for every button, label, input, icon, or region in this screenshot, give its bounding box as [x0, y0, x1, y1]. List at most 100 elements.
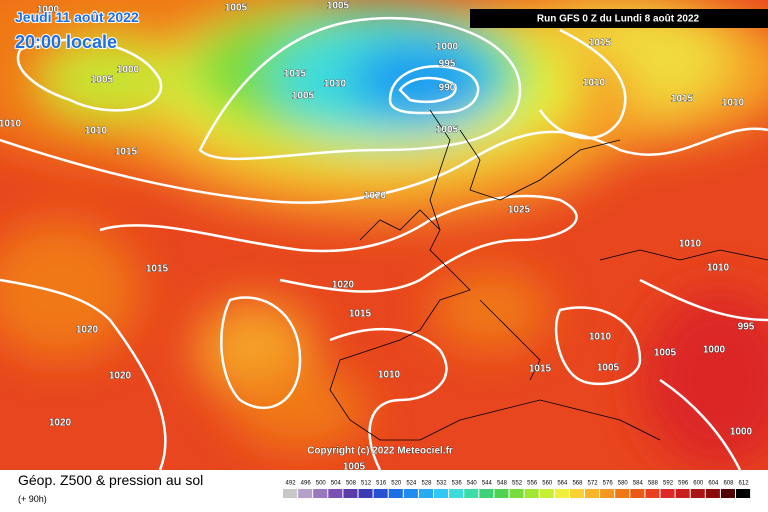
isobar-label: 1005 — [597, 363, 620, 374]
copyright: Copyright (c) 2022 Meteociel.fr — [307, 446, 453, 457]
isobar-label: 1010 — [85, 126, 108, 137]
colorbar-label: 600 — [693, 481, 704, 487]
colorbar-label: 556 — [527, 481, 538, 487]
colorbar-swatch — [600, 489, 615, 498]
footer-lead: (+ 90h) — [18, 494, 47, 504]
colorbar-swatch — [449, 489, 464, 498]
isobar-label: 1010 — [679, 239, 702, 250]
isobar-label: 1000 — [117, 65, 140, 76]
colorbar-swatch — [660, 489, 675, 498]
colorbar-label: 572 — [588, 481, 599, 487]
colorbar-label: 588 — [648, 481, 659, 487]
colorbar-swatch — [736, 489, 751, 498]
isobar-label: 1010 — [583, 78, 606, 89]
colorbar-label: 496 — [301, 481, 312, 487]
colorbar-swatch — [464, 489, 479, 498]
colorbar-swatch — [524, 489, 539, 498]
colorbar-swatch — [373, 489, 388, 498]
isobar-label: 1015 — [589, 38, 612, 49]
isobar-label: 1015 — [284, 69, 307, 80]
isobar-label: 1010 — [722, 98, 745, 109]
isobar-label: 1010 — [707, 263, 730, 274]
isobar-label: 1020 — [76, 325, 99, 336]
time-label: 20:00 locale — [15, 32, 117, 52]
isobar-label: 1020 — [332, 280, 355, 291]
isobar-label: 1020 — [49, 418, 72, 429]
colorbar-label: 548 — [497, 481, 508, 487]
isobar-label: 1010 — [589, 332, 612, 343]
isobar-label: 1015 — [349, 309, 372, 320]
colorbar-swatch — [539, 489, 554, 498]
colorbar-swatch — [358, 489, 373, 498]
coastlines — [329, 109, 768, 441]
colorbar-swatch — [283, 489, 298, 498]
colorbar-swatch — [328, 489, 343, 498]
colorbar-label: 520 — [391, 481, 402, 487]
colorbar-swatch — [434, 489, 449, 498]
isobar-label: 1015 — [671, 94, 694, 105]
colorbar-label: 596 — [678, 481, 689, 487]
isobar-label: 1025 — [508, 205, 531, 216]
colorbar-label: 536 — [452, 481, 463, 487]
colorbar-label: 544 — [482, 481, 493, 487]
isobar-label: 1005 — [225, 3, 248, 14]
colorbar-label: 592 — [663, 481, 674, 487]
colorbar-swatch — [313, 489, 328, 498]
colorbar-label: 508 — [346, 481, 357, 487]
colorbar-label: 612 — [739, 481, 750, 487]
colorbar-swatch — [388, 489, 403, 498]
isobar-label: 1010 — [0, 119, 22, 130]
colorbar-swatch — [645, 489, 660, 498]
isobar-label: 1005 — [654, 348, 677, 359]
isobar-label: 1005 — [436, 125, 459, 136]
isobar-label: 1010 — [378, 370, 401, 381]
colorbar-label: 500 — [316, 481, 327, 487]
isobar-label: 1020 — [364, 191, 387, 202]
colorbar-label: 608 — [723, 481, 734, 487]
date-label: Jeudi 11 août 2022 — [15, 9, 139, 25]
isobar-label: 1005 — [327, 1, 350, 12]
isobar-label: 995 — [439, 59, 456, 70]
colorbar-swatch — [720, 489, 735, 498]
colorbar-swatch — [509, 489, 524, 498]
colorbar-label: 580 — [618, 481, 629, 487]
colorbar-label: 576 — [603, 481, 614, 487]
colorbar-label: 584 — [633, 481, 644, 487]
colorbar-swatch — [343, 489, 358, 498]
isobar-label: 1000 — [37, 5, 60, 16]
isobar-label: 990 — [439, 83, 456, 94]
isobar-label: 995 — [738, 322, 755, 333]
colorbar-label: 560 — [542, 481, 553, 487]
colorbar-label: 532 — [437, 481, 448, 487]
isobar-label: 1020 — [109, 371, 132, 382]
colorbar-label: 512 — [361, 481, 372, 487]
isobar-label: 1015 — [146, 264, 169, 275]
colorbar-label: 564 — [557, 481, 568, 487]
colorbar-label: 568 — [572, 481, 583, 487]
colorbar-swatch — [569, 489, 584, 498]
colorbar-swatch — [479, 489, 494, 498]
isobar-label: 1005 — [343, 462, 366, 473]
colorbar-label: 516 — [376, 481, 387, 487]
isobar-label: 1000 — [730, 427, 753, 438]
colorbar-label: 524 — [406, 481, 417, 487]
colorbar-label: 528 — [421, 481, 432, 487]
colorbar-swatch — [298, 489, 313, 498]
colorbar-swatch — [705, 489, 720, 498]
colorbar: 492 496 500 504 508 512 516 520 524 528 532 536 540 5… — [283, 481, 751, 498]
colorbar-label: 604 — [708, 481, 719, 487]
colorbar-swatch — [554, 489, 569, 498]
isobar-label: 1015 — [529, 364, 552, 375]
isobar-label: 1015 — [115, 147, 138, 158]
colorbar-swatch — [494, 489, 509, 498]
colorbar-swatch — [675, 489, 690, 498]
colorbar-swatch — [403, 489, 418, 498]
footer-title: Géop. Z500 & pression au sol — [18, 472, 203, 488]
isobar-label: 1000 — [436, 42, 459, 53]
colorbar-swatch — [630, 489, 645, 498]
colorbar-swatch — [585, 489, 600, 498]
field — [0, 0, 768, 470]
isobar-label: 1005 — [91, 75, 114, 86]
colorbar-label: 540 — [467, 481, 478, 487]
